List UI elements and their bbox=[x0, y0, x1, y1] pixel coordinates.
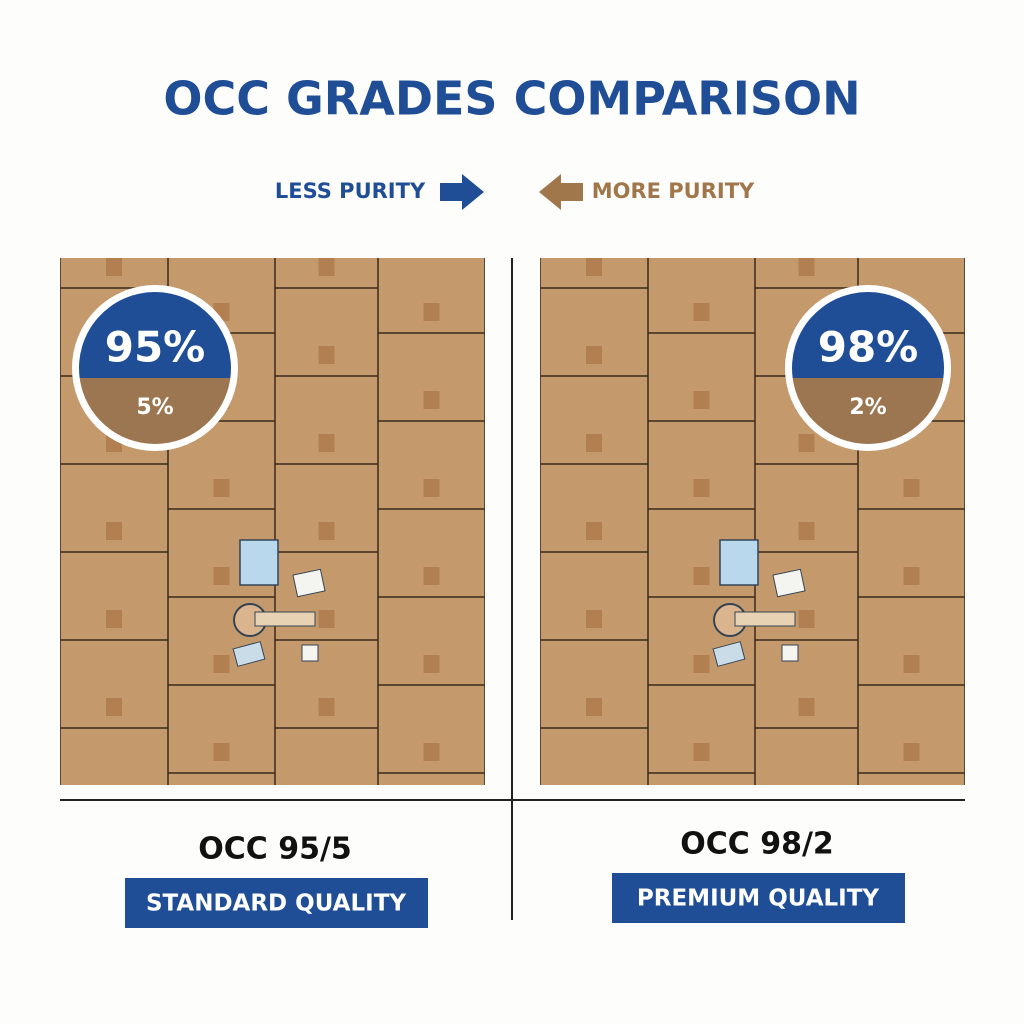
grade-name: OCC 98/2 bbox=[680, 827, 834, 862]
quality-badge bbox=[125, 878, 428, 928]
tape bbox=[213, 479, 230, 497]
tape bbox=[798, 610, 815, 628]
tape-strip bbox=[254, 611, 316, 627]
quality-label: STANDARD QUALITY bbox=[146, 891, 406, 917]
foil-pack bbox=[712, 641, 746, 667]
tape bbox=[106, 698, 122, 716]
paper-scrap bbox=[301, 644, 319, 662]
contaminant-segment bbox=[79, 378, 231, 444]
contaminant-segment bbox=[792, 378, 944, 445]
contaminant-percent: 2% bbox=[849, 395, 886, 420]
legend-right: MORE PURITY bbox=[592, 179, 755, 203]
plastic-bag bbox=[719, 539, 759, 586]
tape bbox=[423, 743, 440, 761]
tape bbox=[586, 434, 602, 452]
contaminant-percent: 5% bbox=[136, 395, 173, 420]
tape bbox=[423, 303, 440, 321]
tape bbox=[903, 743, 920, 761]
arrow-left bbox=[539, 174, 583, 210]
tape bbox=[213, 655, 230, 673]
tape bbox=[693, 391, 710, 409]
tape-strip bbox=[734, 611, 796, 627]
tape bbox=[318, 522, 335, 540]
title: OCC GRADES COMPARISON bbox=[163, 72, 860, 126]
tape bbox=[798, 522, 815, 540]
tape bbox=[106, 258, 122, 276]
quality-badge bbox=[612, 873, 905, 923]
tape bbox=[903, 655, 920, 673]
tape bbox=[423, 567, 440, 585]
fiber-segment bbox=[792, 292, 945, 378]
tape bbox=[798, 258, 815, 276]
tape bbox=[693, 303, 710, 321]
tape bbox=[106, 610, 122, 628]
tape bbox=[586, 610, 602, 628]
quality-label: PREMIUM QUALITY bbox=[637, 886, 880, 912]
tape bbox=[798, 434, 815, 452]
grade-name: OCC 95/5 bbox=[198, 832, 352, 867]
tape bbox=[423, 655, 440, 673]
purity-circle: 95% 5% bbox=[72, 285, 238, 451]
tape bbox=[318, 258, 335, 276]
legend-left: LESS PURITY bbox=[275, 179, 426, 203]
tape bbox=[586, 522, 602, 540]
tape bbox=[423, 479, 440, 497]
tape bbox=[318, 698, 335, 716]
plastic-bag bbox=[239, 539, 279, 586]
tape bbox=[903, 567, 920, 585]
foil-pack bbox=[232, 641, 266, 667]
tape bbox=[693, 655, 710, 673]
fiber-percent: 98% bbox=[818, 323, 919, 372]
paper-scrap bbox=[772, 568, 806, 598]
tape bbox=[903, 479, 920, 497]
tape bbox=[423, 391, 440, 409]
tape bbox=[693, 479, 710, 497]
paper-scrap bbox=[781, 644, 799, 662]
tape bbox=[798, 698, 815, 716]
tape bbox=[586, 258, 602, 276]
tape bbox=[213, 743, 230, 761]
purity-circle: 98% 2% bbox=[785, 285, 951, 451]
arrow-right bbox=[440, 174, 484, 210]
tape bbox=[213, 567, 230, 585]
tape bbox=[318, 346, 335, 364]
tape bbox=[586, 346, 602, 364]
fiber-segment bbox=[79, 292, 231, 378]
tape bbox=[106, 522, 122, 540]
tape bbox=[318, 610, 335, 628]
paper-scrap bbox=[292, 568, 326, 598]
tape bbox=[693, 567, 710, 585]
fiber-percent: 95% bbox=[105, 323, 206, 372]
tape bbox=[586, 698, 602, 716]
tape bbox=[693, 743, 710, 761]
tape bbox=[318, 434, 335, 452]
